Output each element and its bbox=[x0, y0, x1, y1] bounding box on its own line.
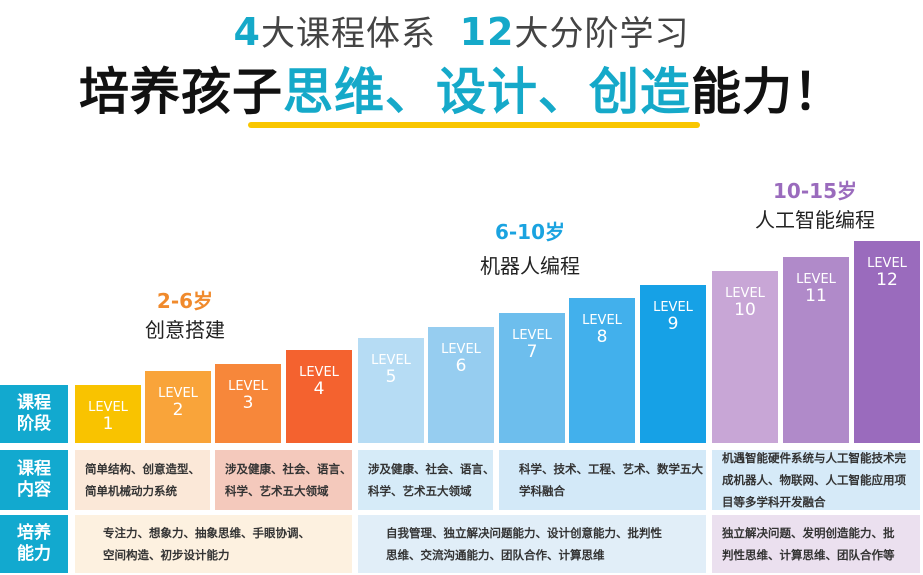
content-cell-text: 简单结构、创意造型、 简单机械动力系统 bbox=[85, 462, 200, 498]
level-label: LEVEL bbox=[299, 365, 339, 380]
ability-cell-2: 自我管理、独立解决问题能力、设计创意能力、批判性 思维、交流沟通能力、团队合作、… bbox=[358, 515, 706, 573]
level-label: LEVEL bbox=[867, 256, 907, 271]
level-number: 9 bbox=[667, 314, 679, 334]
content-cell-2: 涉及健康、社会、语言、 科学、艺术五大领域 bbox=[215, 450, 352, 510]
level-count-text: 大分阶学习 bbox=[514, 14, 690, 54]
content-cell-text: 涉及健康、社会、语言、 科学、艺术五大领域 bbox=[225, 462, 352, 498]
headline-pre: 培养孩子 bbox=[79, 63, 283, 121]
subtitle: 4大课程体系 12大分阶学习 bbox=[0, 6, 923, 55]
stage-age-3: 10-15岁 bbox=[773, 179, 857, 203]
level-label: LEVEL bbox=[371, 353, 411, 368]
level-label: LEVEL bbox=[441, 342, 481, 357]
level-number: 6 bbox=[455, 356, 467, 376]
headline: 培养孩子思维、设计、创造能力！ bbox=[0, 52, 923, 124]
headline-post: 能力！ bbox=[691, 63, 844, 121]
level-bar-2: LEVEL 2 bbox=[145, 371, 211, 443]
content-cell-3: 涉及健康、社会、语言、 科学、艺术五大领域 bbox=[358, 450, 495, 510]
level-number: 12 bbox=[876, 270, 898, 290]
level-label: LEVEL bbox=[725, 286, 765, 301]
ability-cell-text: 独立解决问题、发明创造能力、批 判性思维、计算思维、团队合作等 bbox=[722, 526, 895, 562]
level-count: 12 bbox=[459, 10, 515, 54]
level-bar-7: LEVEL 7 bbox=[499, 313, 565, 443]
level-number: 1 bbox=[102, 414, 114, 434]
content-cell-4: 科学、技术、工程、艺术、数学五大 学科融合 bbox=[499, 450, 706, 510]
headline-underline bbox=[248, 122, 700, 128]
headline-highlight: 思维、设计、创造 bbox=[283, 63, 691, 121]
level-label: LEVEL bbox=[512, 328, 552, 343]
level-label: LEVEL bbox=[228, 379, 268, 394]
level-label: LEVEL bbox=[653, 300, 693, 315]
level-bar-10: LEVEL 10 bbox=[712, 271, 778, 443]
content-cell-text: 机遇智能硬件系统与人工智能技术完 成机器人、物联网、人工智能应用项 目等多学科开… bbox=[722, 451, 906, 509]
ability-cell-text: 自我管理、独立解决问题能力、设计创意能力、批判性 思维、交流沟通能力、团队合作、… bbox=[386, 526, 662, 562]
level-bar-5: LEVEL 5 bbox=[358, 338, 424, 443]
level-label: LEVEL bbox=[796, 272, 836, 287]
ability-cell-text: 专注力、想象力、抽象思维、手眼协调、 空间构造、初步设计能力 bbox=[103, 526, 310, 562]
level-bar-12: LEVEL 12 bbox=[854, 241, 920, 443]
level-number: 11 bbox=[805, 286, 827, 306]
content-cell-1: 简单结构、创意造型、 简单机械动力系统 bbox=[75, 450, 210, 510]
stage-track-3: 人工智能编程 bbox=[755, 208, 875, 232]
level-label: LEVEL bbox=[88, 400, 128, 415]
row-label-content: 课程 内容 bbox=[0, 450, 68, 510]
stage-track-1: 创意搭建 bbox=[145, 318, 225, 342]
level-bar-8: LEVEL 8 bbox=[569, 298, 635, 443]
level-bar-1: LEVEL 1 bbox=[75, 385, 141, 443]
ability-cell-1: 专注力、想象力、抽象思维、手眼协调、 空间构造、初步设计能力 bbox=[75, 515, 352, 573]
level-bar-4: LEVEL 4 bbox=[286, 350, 352, 443]
level-number: 5 bbox=[385, 367, 397, 387]
row-label-stage: 课程 阶段 bbox=[0, 385, 68, 443]
level-number: 10 bbox=[734, 300, 756, 320]
content-cell-5: 机遇智能硬件系统与人工智能技术完 成机器人、物联网、人工智能应用项 目等多学科开… bbox=[712, 450, 920, 510]
level-number: 8 bbox=[596, 327, 608, 347]
row-label-ability: 培养 能力 bbox=[0, 515, 68, 573]
stage-age-2: 6-10岁 bbox=[494, 220, 566, 244]
level-number: 7 bbox=[526, 342, 538, 362]
content-cell-text: 科学、技术、工程、艺术、数学五大 学科融合 bbox=[519, 462, 703, 498]
level-bar-6: LEVEL 6 bbox=[428, 327, 494, 443]
level-number: 4 bbox=[313, 379, 325, 399]
level-number: 2 bbox=[172, 400, 184, 420]
level-label: LEVEL bbox=[582, 313, 622, 328]
level-bar-3: LEVEL 3 bbox=[215, 364, 281, 443]
course-system-count: 4 bbox=[233, 10, 261, 54]
stage-age-1: 2-6岁 bbox=[156, 289, 214, 313]
course-system-text: 大课程体系 bbox=[260, 14, 436, 54]
stage-track-2: 机器人编程 bbox=[480, 254, 580, 278]
level-bar-11: LEVEL 11 bbox=[783, 257, 849, 443]
level-label: LEVEL bbox=[158, 386, 198, 401]
ability-cell-3: 独立解决问题、发明创造能力、批 判性思维、计算思维、团队合作等 bbox=[712, 515, 920, 573]
level-number: 3 bbox=[242, 393, 254, 413]
content-cell-text: 涉及健康、社会、语言、 科学、艺术五大领域 bbox=[368, 462, 495, 498]
level-bar-9: LEVEL 9 bbox=[640, 285, 706, 443]
